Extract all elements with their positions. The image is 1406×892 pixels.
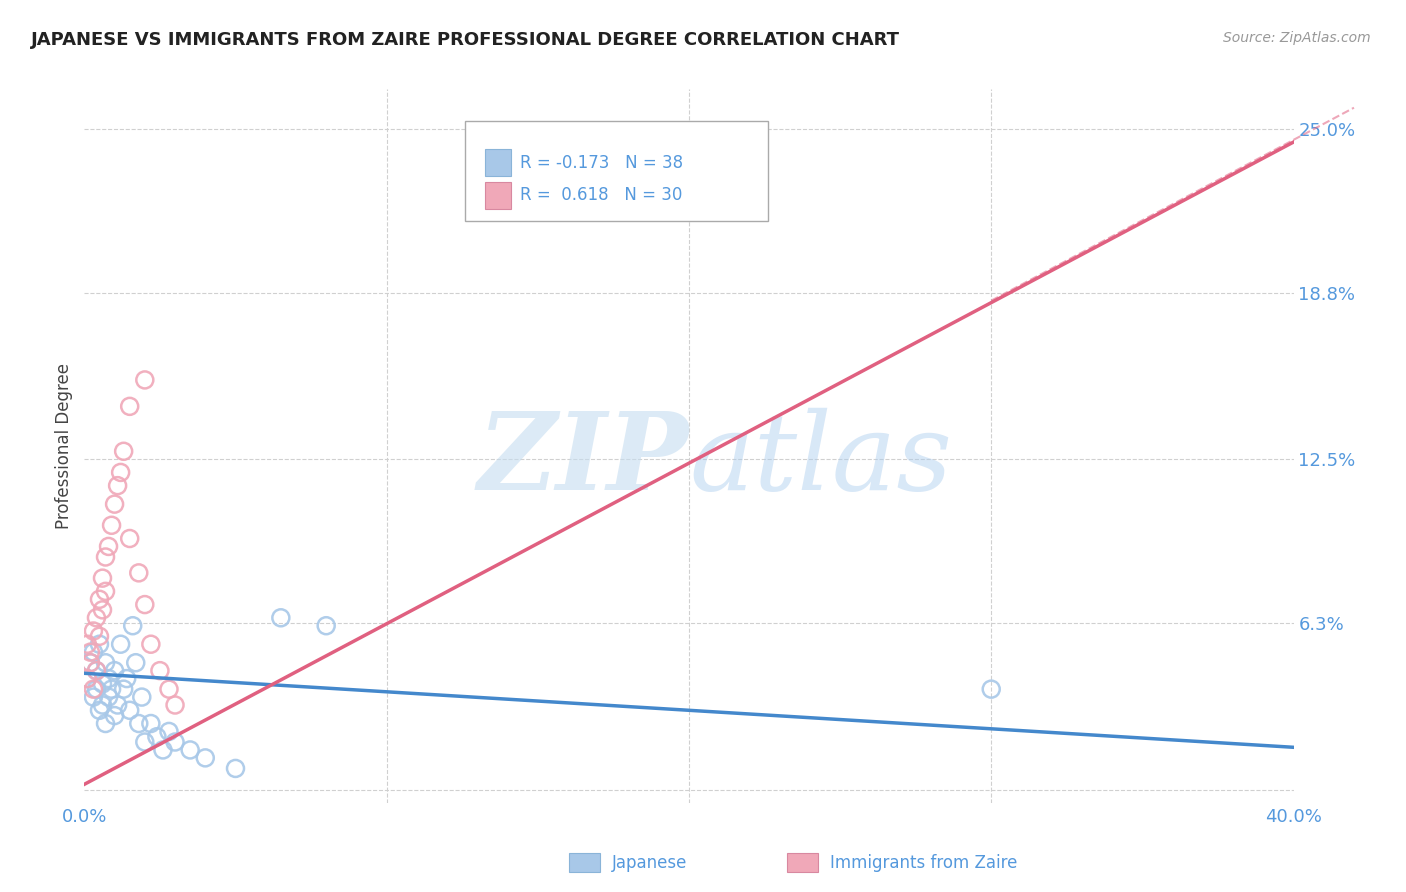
Point [107, 478, 129, 492]
Point [118, 400, 141, 414]
Point [118, 703, 141, 717]
Point [121, 618, 143, 632]
Point [76, 637, 98, 651]
Text: R = -0.173   N = 38: R = -0.173 N = 38 [520, 153, 683, 171]
Point [165, 698, 187, 712]
Point [91, 603, 114, 617]
Point [97, 690, 120, 704]
Point [86, 664, 108, 678]
Point [134, 735, 156, 749]
Text: JAPANESE VS IMMIGRANTS FROM ZAIRE PROFESSIONAL DEGREE CORRELATION CHART: JAPANESE VS IMMIGRANTS FROM ZAIRE PROFES… [31, 31, 900, 49]
Point [86, 611, 108, 625]
Point [89, 703, 111, 717]
Text: Immigrants from Zaire: Immigrants from Zaire [830, 854, 1017, 871]
Point [94, 716, 117, 731]
Point [82, 682, 104, 697]
Point [82, 645, 104, 659]
Point [152, 743, 174, 757]
Point [315, 618, 337, 632]
Bar [485, 182, 512, 209]
Point [94, 584, 117, 599]
Bar [485, 149, 512, 177]
Point [118, 532, 141, 546]
Point [112, 444, 135, 458]
Point [94, 549, 117, 564]
Point [115, 672, 138, 686]
Point [86, 682, 108, 697]
Point [94, 656, 117, 670]
Point [179, 743, 201, 757]
Text: ZIP: ZIP [478, 408, 689, 513]
Point [97, 672, 120, 686]
Point [100, 682, 122, 697]
Point [110, 466, 132, 480]
Point [104, 708, 127, 723]
Point [980, 682, 1002, 697]
Point [104, 664, 127, 678]
Point [128, 716, 150, 731]
Point [149, 664, 172, 678]
Point [76, 672, 98, 686]
Point [89, 637, 111, 651]
Point [97, 540, 120, 554]
Point [91, 571, 114, 585]
Text: Japanese: Japanese [612, 854, 688, 871]
Point [91, 698, 114, 712]
Point [131, 690, 153, 704]
Point [79, 656, 101, 670]
Point [82, 624, 104, 638]
Point [104, 497, 127, 511]
Point [134, 373, 156, 387]
Point [107, 698, 129, 712]
Point [112, 682, 135, 697]
Point [225, 761, 247, 775]
Point [139, 716, 162, 731]
Point [125, 656, 148, 670]
Point [86, 664, 108, 678]
Y-axis label: Professional Degree: Professional Degree [55, 363, 73, 529]
Point [110, 637, 132, 651]
Point [79, 656, 101, 670]
Point [89, 592, 111, 607]
Point [270, 611, 292, 625]
Point [91, 677, 114, 691]
Point [89, 629, 111, 643]
Point [128, 566, 150, 580]
Point [157, 724, 180, 739]
Point [100, 518, 122, 533]
Point [194, 751, 217, 765]
Text: Source: ZipAtlas.com: Source: ZipAtlas.com [1223, 31, 1371, 45]
Point [157, 682, 180, 697]
Point [79, 645, 101, 659]
Point [134, 598, 156, 612]
FancyBboxPatch shape [465, 121, 768, 221]
Point [146, 730, 169, 744]
Text: R =  0.618   N = 30: R = 0.618 N = 30 [520, 186, 682, 204]
Text: atlas: atlas [689, 408, 952, 513]
Point [139, 637, 162, 651]
Point [165, 735, 187, 749]
Point [82, 690, 104, 704]
Point [76, 672, 98, 686]
